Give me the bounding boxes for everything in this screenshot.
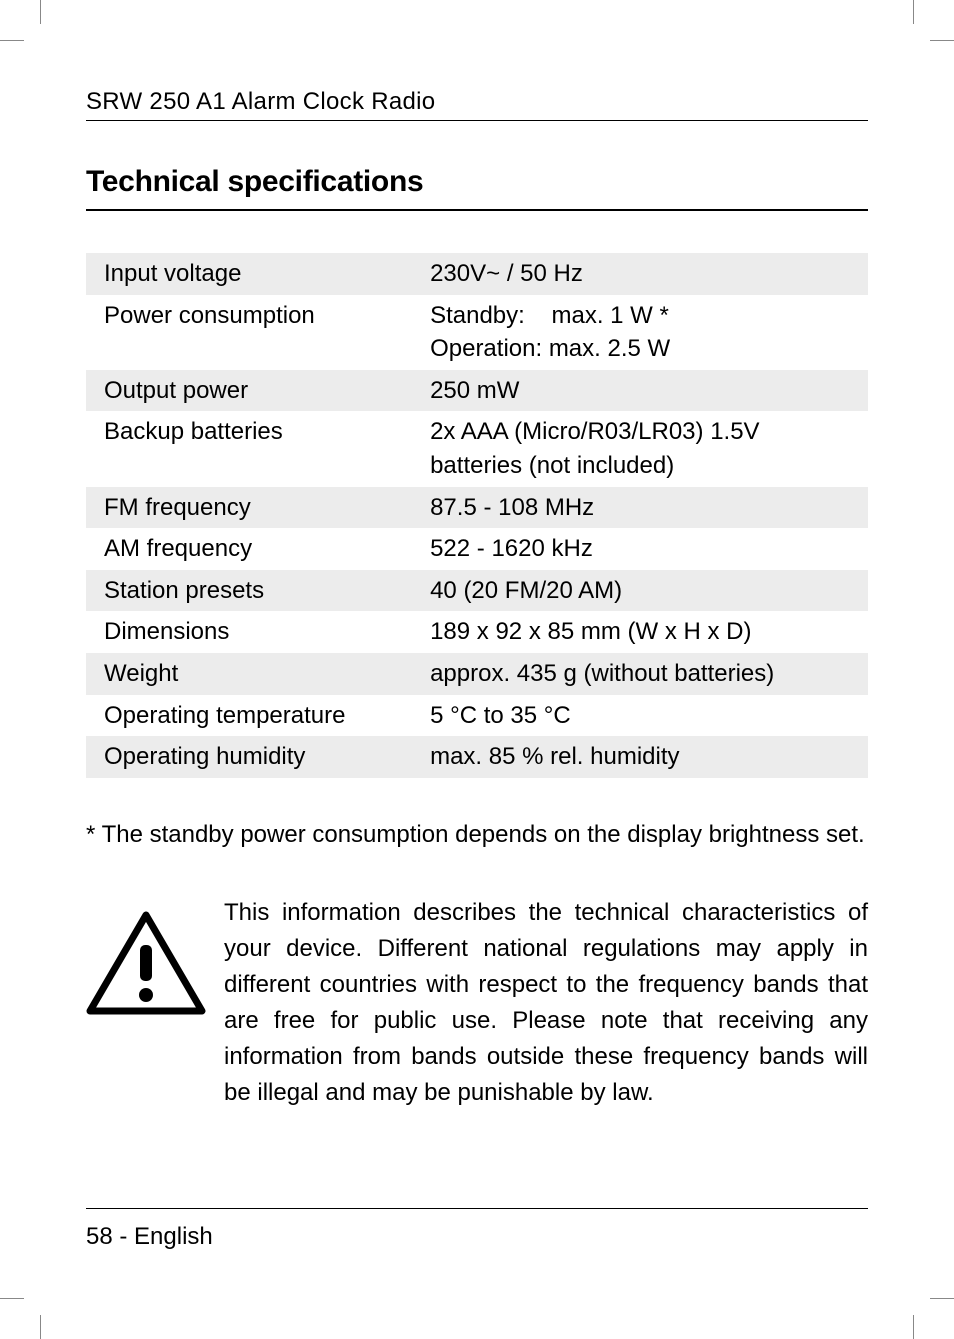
table-row: Backup batteries 2x AAA (Micro/R03/LR03)… [86, 411, 868, 486]
spec-value: max. 85 % rel. humidity [430, 736, 868, 778]
table-row: Input voltage 230V~ / 50 Hz [86, 253, 868, 295]
spec-label: Weight [86, 653, 430, 695]
spec-label: Output power [86, 370, 430, 412]
spec-label: Backup batteries [86, 411, 430, 486]
spec-label: Operating temperature [86, 695, 430, 737]
table-row: AM frequency 522 - 1620 kHz [86, 528, 868, 570]
spec-value-line: 2x AAA (Micro/R03/LR03) 1.5V [430, 418, 759, 445]
page-number: 58 [86, 1223, 113, 1250]
spec-value: 522 - 1620 kHz [430, 528, 868, 570]
spec-value: 189 x 92 x 85 mm (W x H x D) [430, 611, 868, 653]
spec-value-line: Operation: max. 2.5 W [430, 335, 670, 362]
spec-value: 40 (20 FM/20 AM) [430, 570, 868, 612]
footnote: * The standby power consumption depends … [86, 818, 868, 853]
section-title: Technical specifications [86, 165, 868, 199]
table-row: Station presets 40 (20 FM/20 AM) [86, 570, 868, 612]
spec-label: Operating humidity [86, 736, 430, 778]
spec-label: AM frequency [86, 528, 430, 570]
table-row: Weight approx. 435 g (without batteries) [86, 653, 868, 695]
spec-label: Station presets [86, 570, 430, 612]
spec-label: Dimensions [86, 611, 430, 653]
spec-value: 5 °C to 35 °C [430, 695, 868, 737]
spec-value-line: batteries (not included) [430, 452, 674, 479]
spec-value-line: Standby: max. 1 W * [430, 302, 669, 329]
spec-label: Power consumption [86, 295, 430, 370]
spec-label: FM frequency [86, 487, 430, 529]
footer-language: English [134, 1223, 213, 1250]
specs-table: Input voltage 230V~ / 50 Hz Power consum… [86, 253, 868, 778]
warning-block: This information describes the technical… [86, 895, 868, 1111]
spec-label: Input voltage [86, 253, 430, 295]
table-row: FM frequency 87.5 - 108 MHz [86, 487, 868, 529]
header-rule [86, 120, 868, 121]
table-row: Operating humidity max. 85 % rel. humidi… [86, 736, 868, 778]
spec-value: 230V~ / 50 Hz [430, 253, 868, 295]
footer-separator: - [113, 1223, 134, 1250]
footer: 58 - English [86, 1208, 868, 1251]
footer-rule [86, 1208, 868, 1209]
warning-text: This information describes the technical… [224, 895, 868, 1111]
table-row: Operating temperature 5 °C to 35 °C [86, 695, 868, 737]
spec-value: 87.5 - 108 MHz [430, 487, 868, 529]
spec-value: 250 mW [430, 370, 868, 412]
section-rule [86, 209, 868, 211]
warning-icon [86, 911, 206, 1022]
table-row: Output power 250 mW [86, 370, 868, 412]
spec-value: 2x AAA (Micro/R03/LR03) 1.5V batteries (… [430, 411, 868, 486]
table-row: Dimensions 189 x 92 x 85 mm (W x H x D) [86, 611, 868, 653]
header-title: SRW 250 A1 Alarm Clock Radio [86, 88, 868, 116]
spec-value: approx. 435 g (without batteries) [430, 653, 868, 695]
footer-text: 58 - English [86, 1223, 868, 1251]
table-row: Power consumption Standby: max. 1 W * Op… [86, 295, 868, 370]
spec-value: Standby: max. 1 W * Operation: max. 2.5 … [430, 295, 868, 370]
